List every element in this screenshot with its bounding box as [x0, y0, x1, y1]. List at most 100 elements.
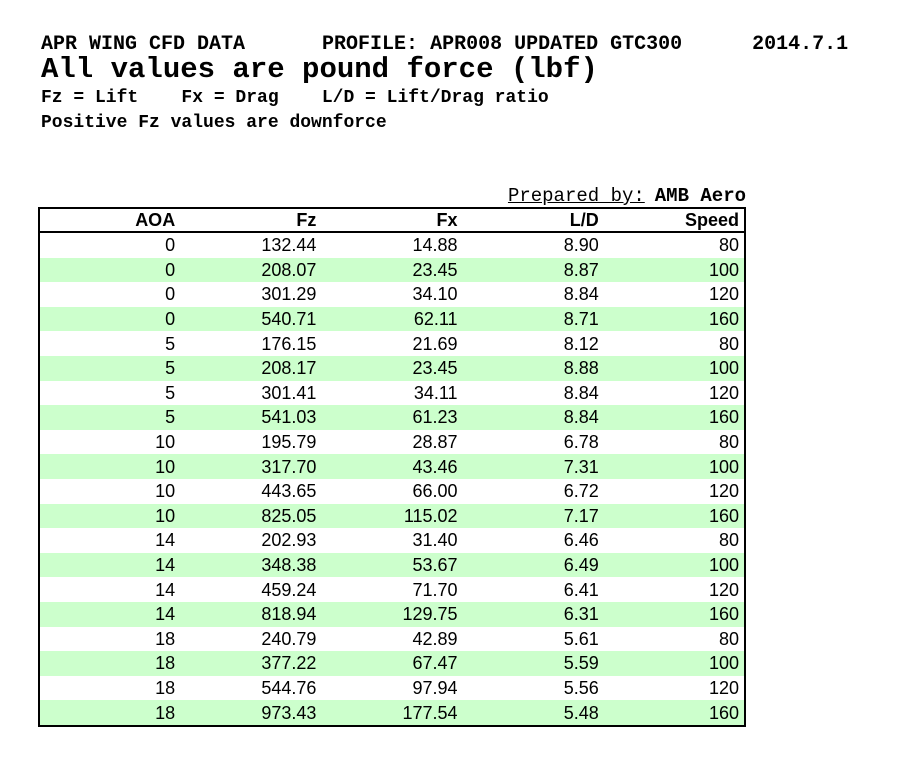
table-row: 0 132.44 14.88 8.90 80: [39, 232, 745, 258]
table-cell: 80: [718, 530, 739, 551]
table-cell: 6.78: [563, 432, 599, 453]
legend-fz: Fz = Lift: [41, 88, 139, 108]
table-cell: 7.17: [563, 505, 599, 526]
table-cell: 100: [708, 358, 739, 379]
table-cell: 5.61: [563, 628, 599, 649]
column-header-fz: Fz: [180, 208, 322, 233]
table-cell: 160: [708, 407, 739, 428]
table-cell: 208.07: [261, 259, 317, 280]
cfd-data-table: AOA Fz Fx L/D Speed 0 132.44 14.88 8.90 80 0 2…: [38, 207, 746, 727]
table-cell: 23.45: [412, 259, 458, 280]
table-row: 0 208.07 23.45 8.87 100: [39, 257, 745, 283]
column-header-speed: Speed: [603, 208, 745, 233]
table-row: 10 443.65 66.00 6.72 120: [39, 479, 745, 504]
table-cell: 6.41: [563, 579, 599, 600]
table-cell: 540.71: [261, 309, 317, 330]
table-cell: 67.47: [412, 653, 458, 674]
table-cell: 43.46: [412, 456, 458, 477]
table-cell: 14: [155, 579, 176, 600]
table-row: 18 240.79 42.89 5.61 80: [39, 627, 745, 652]
prepared-by-line: Prepared by: AMB Aero: [38, 187, 746, 206]
table-body: 0 132.44 14.88 8.90 80 0 208.07 23.45 8.87 100 0 30…: [39, 232, 745, 726]
table-cell: 825.05: [261, 505, 317, 526]
table-cell: 544.76: [261, 677, 317, 698]
table-cell: 66.00: [412, 481, 458, 502]
table-row: 14 348.38 53.67 6.49 100: [39, 552, 745, 578]
table-cell: 97.94: [412, 677, 458, 698]
table-cell: 5: [165, 382, 176, 403]
column-header-fx: Fx: [321, 208, 463, 233]
table-cell: 23.45: [412, 358, 458, 379]
table-cell: 120: [708, 284, 739, 305]
table-cell: 100: [708, 456, 739, 477]
table-cell: 100: [708, 653, 739, 674]
table-cell: 6.72: [563, 481, 599, 502]
table-cell: 5.56: [563, 677, 599, 698]
table-cell: 8.84: [563, 284, 599, 305]
table-cell: 71.70: [412, 579, 458, 600]
document-title: APR WING CFD DATA: [41, 33, 246, 56]
table-row: 18 544.76 97.94 5.56 120: [39, 676, 745, 701]
table-cell: 120: [708, 677, 739, 698]
table-row: 14 818.94 129.75 6.31 160: [39, 601, 745, 627]
downforce-note: Positive Fz values are downforce: [41, 113, 387, 133]
table-cell: 14: [155, 555, 176, 576]
table-cell: 0: [165, 284, 176, 305]
table-cell: 459.24: [261, 579, 317, 600]
table-cell: 132.44: [261, 235, 317, 256]
table-cell: 6.31: [563, 604, 599, 625]
table-cell: 5.48: [563, 702, 599, 723]
table-row: 14 459.24 71.70 6.41 120: [39, 577, 745, 602]
prepared-by-value: AMB Aero: [654, 185, 746, 207]
table-cell: 160: [708, 505, 739, 526]
table-cell: 80: [718, 432, 739, 453]
table-cell: 0: [165, 259, 176, 280]
table-cell: 818.94: [261, 604, 317, 625]
document-header-line: APR WING CFD DATA PROFILE: APR008 UPDATE…: [41, 35, 848, 55]
table-cell: 120: [708, 382, 739, 403]
table-cell: 317.70: [261, 456, 317, 477]
table-cell: 120: [708, 481, 739, 502]
units-subtitle: All values are pound force (lbf): [41, 53, 598, 86]
profile-label: PROFILE: APR008 UPDATED GTC300: [322, 33, 683, 56]
table-cell: 42.89: [412, 628, 458, 649]
table-cell: 10: [155, 432, 176, 453]
column-header-ld: L/D: [462, 208, 604, 233]
table-cell: 10: [155, 456, 176, 477]
table-cell: 62.11: [413, 309, 458, 330]
table-cell: 18: [155, 628, 176, 649]
table-row: 10 195.79 28.87 6.78 80: [39, 430, 745, 455]
legend-fx: Fx = Drag: [181, 88, 279, 108]
table-cell: 129.75: [402, 604, 458, 625]
table-cell: 208.17: [261, 358, 317, 379]
table-cell: 10: [155, 481, 176, 502]
table-cell: 6.49: [563, 555, 599, 576]
table-cell: 160: [708, 604, 739, 625]
table-cell: 80: [718, 235, 739, 256]
table-cell: 8.12: [563, 333, 599, 354]
table-cell: 202.93: [261, 530, 317, 551]
table-row: 5 301.41 34.11 8.84 120: [39, 381, 745, 406]
table-header-row: AOA Fz Fx L/D Speed: [39, 208, 745, 233]
table-cell: 0: [165, 235, 176, 256]
table-cell: 301.29: [261, 284, 317, 305]
table-cell: 18: [155, 677, 176, 698]
table-cell: 8.87: [563, 259, 599, 280]
legend-ld: L/D = Lift/Drag ratio: [321, 88, 549, 108]
table-cell: 61.23: [412, 407, 458, 428]
table-row: 14 202.93 31.40 6.46 80: [39, 528, 745, 553]
table-row: 5 541.03 61.23 8.84 160: [39, 405, 745, 430]
table-cell: 8.71: [563, 309, 599, 330]
column-header-aoa: AOA: [39, 208, 181, 233]
table-cell: 14: [155, 530, 176, 551]
table-cell: 8.84: [563, 382, 599, 403]
table-cell: 100: [708, 555, 739, 576]
table-cell: 160: [708, 702, 739, 723]
table-cell: 8.84: [563, 407, 599, 428]
table-cell: 0: [165, 309, 176, 330]
table-cell: 5.59: [563, 653, 599, 674]
table-row: 5 208.17 23.45 8.88 100: [39, 355, 745, 381]
table-cell: 5: [165, 407, 176, 428]
table-cell: 6.46: [563, 530, 599, 551]
table-cell: 120: [708, 579, 739, 600]
